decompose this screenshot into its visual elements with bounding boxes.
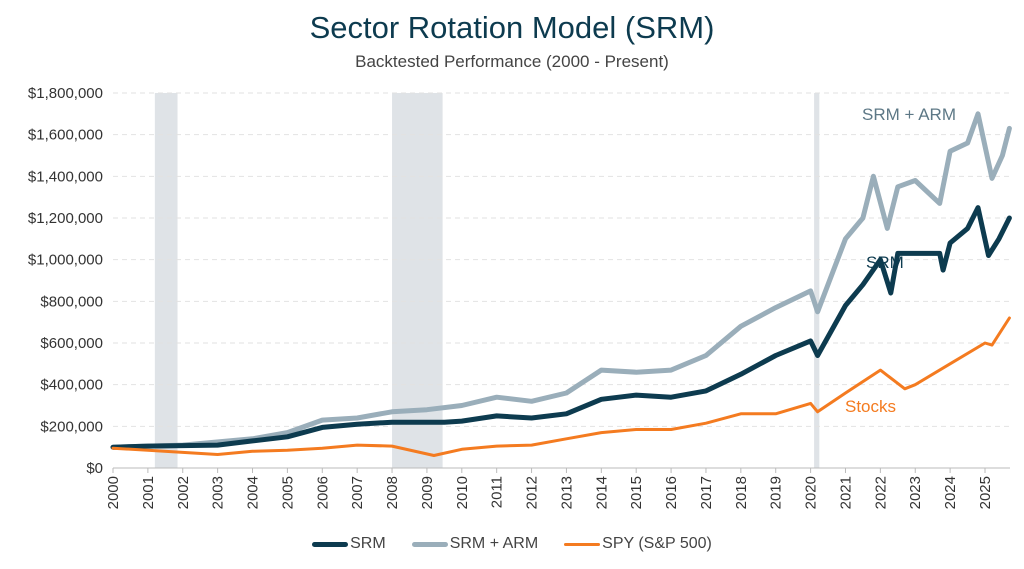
x-tick-label: 2016 bbox=[663, 476, 680, 509]
legend-label: SPY (S&P 500) bbox=[602, 535, 712, 552]
x-tick-label: 2007 bbox=[349, 476, 366, 509]
series-line-spy-s-p-500- bbox=[111, 316, 1011, 457]
legend-label: SRM bbox=[350, 535, 386, 552]
x-tick-label: 2004 bbox=[245, 476, 262, 509]
x-tick-label: 2006 bbox=[314, 476, 331, 509]
x-tick-label: 2013 bbox=[558, 476, 575, 509]
y-tick-label: $200,000 bbox=[40, 418, 103, 435]
x-tick-label: 2009 bbox=[419, 476, 436, 509]
x-tick-label: 2011 bbox=[489, 476, 506, 508]
series-annotation: SRM bbox=[866, 253, 904, 272]
legend-item-srm: SRM bbox=[312, 535, 386, 553]
y-tick-label: $1,200,000 bbox=[28, 210, 103, 227]
y-tick-label: $600,000 bbox=[40, 335, 103, 352]
x-tick-label: 2024 bbox=[942, 476, 959, 509]
x-tick-label: 2001 bbox=[140, 476, 157, 509]
x-tick-label: 2012 bbox=[524, 476, 541, 509]
x-tick-label: 2003 bbox=[210, 476, 227, 509]
x-tick-label: 2008 bbox=[384, 476, 401, 509]
series-annotation: SRM + ARM bbox=[862, 105, 956, 124]
legend-item-srm-arm: SRM + ARM bbox=[411, 535, 539, 553]
x-tick-label: 2019 bbox=[768, 476, 785, 509]
y-tick-label: $1,800,000 bbox=[28, 85, 103, 102]
y-tick-label: $800,000 bbox=[40, 293, 103, 310]
legend-swatch bbox=[411, 541, 448, 547]
chart-subtitle: Backtested Performance (2000 - Present) bbox=[355, 52, 669, 71]
y-tick-label: $1,000,000 bbox=[28, 252, 103, 269]
x-tick-label: 2025 bbox=[977, 476, 994, 509]
legend-swatch bbox=[564, 542, 601, 546]
y-tick-label: $400,000 bbox=[40, 377, 103, 394]
x-tick-label: 2000 bbox=[105, 476, 122, 509]
series-line-srm bbox=[110, 205, 1012, 450]
x-tick-label: 2022 bbox=[872, 476, 889, 509]
shaded-period bbox=[392, 93, 443, 468]
x-tick-label: 2023 bbox=[907, 476, 924, 509]
y-tick-label: $1,400,000 bbox=[28, 168, 103, 185]
legend: SRM SRM + ARM SPY (S&P 500) bbox=[0, 535, 1024, 553]
y-tick-label: $1,600,000 bbox=[28, 127, 103, 144]
y-tick-label: $0 bbox=[86, 460, 103, 477]
chart-title: Sector Rotation Model (SRM) bbox=[309, 10, 715, 45]
shaded-period bbox=[814, 93, 820, 468]
series-annotation: Stocks bbox=[845, 397, 896, 416]
x-tick-label: 2015 bbox=[628, 476, 645, 509]
x-tick-label: 2018 bbox=[733, 476, 750, 509]
x-tick-label: 2010 bbox=[454, 476, 471, 509]
legend-label: SRM + ARM bbox=[449, 535, 539, 552]
x-tick-label: 2017 bbox=[698, 476, 715, 509]
x-tick-label: 2002 bbox=[175, 476, 192, 509]
shaded-period bbox=[154, 93, 178, 468]
x-tick-label: 2014 bbox=[593, 476, 610, 509]
x-tick-label: 2021 bbox=[837, 476, 854, 509]
x-tick-label: 2005 bbox=[279, 476, 296, 509]
legend-item-spy: SPY (S&P 500) bbox=[564, 535, 712, 553]
x-tick-label: 2020 bbox=[803, 476, 820, 509]
legend-swatch bbox=[312, 541, 349, 547]
